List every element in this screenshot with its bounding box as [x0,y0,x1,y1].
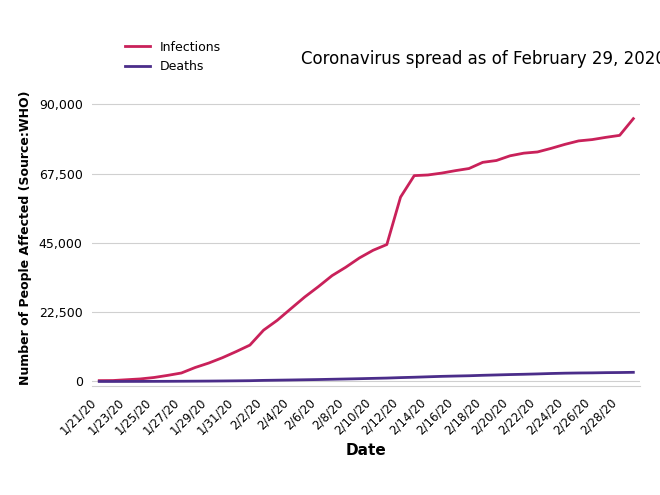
Deaths [533,371,541,377]
Infections [342,264,350,270]
Deaths [438,373,446,379]
Deaths [424,374,432,380]
Infections [465,165,473,171]
Deaths [287,377,295,383]
Deaths [246,378,254,384]
Infections [588,137,596,143]
Deaths [506,372,514,378]
Infections [246,342,254,348]
Infections [547,146,555,151]
Deaths [137,379,145,385]
Deaths [218,378,226,384]
Deaths [95,379,103,385]
Infections [273,317,281,323]
Infections [109,378,117,384]
Text: Coronavirus spread as of February 29, 2020: Coronavirus spread as of February 29, 20… [300,50,660,68]
Infections [630,116,638,122]
Deaths [314,377,322,383]
Line: Infections: Infections [99,119,634,381]
Infections [95,378,103,384]
Line: Deaths: Deaths [99,372,634,382]
Deaths [232,378,240,384]
Infections [575,138,583,144]
Deaths [561,370,569,376]
Deaths [588,370,596,376]
Deaths [205,378,213,384]
Infections [438,170,446,176]
Infections [328,273,336,279]
Deaths [465,373,473,379]
Infections [164,372,172,378]
Infections [561,142,569,148]
Infections [506,153,514,159]
Deaths [630,369,638,375]
Deaths [520,371,528,377]
Infections [520,150,528,156]
Infections [259,327,267,333]
Infections [191,364,199,370]
Deaths [301,377,309,383]
Deaths [575,370,583,376]
Infections [451,168,459,174]
Deaths [547,371,555,377]
Deaths [273,377,281,383]
Infections [287,305,295,311]
Deaths [328,376,336,382]
Deaths [411,374,418,380]
Infections [314,284,322,290]
Infections [218,355,226,361]
Infections [602,134,610,140]
Infections [424,172,432,178]
Deaths [616,370,624,376]
Deaths [109,379,117,385]
Infections [178,370,185,376]
Deaths [356,376,364,382]
Infections [356,255,364,261]
Deaths [369,375,377,381]
Infections [205,360,213,366]
Infections [301,294,309,300]
Deaths [123,379,131,385]
Deaths [397,375,405,381]
X-axis label: Date: Date [346,443,387,458]
Infections [492,157,500,163]
Deaths [451,373,459,379]
Infections [411,173,418,179]
Y-axis label: Number of People Affected (Source:WHO): Number of People Affected (Source:WHO) [19,91,32,385]
Legend: Infections, Deaths: Infections, Deaths [120,36,226,78]
Deaths [478,372,486,378]
Infections [369,248,377,253]
Deaths [178,378,185,384]
Infections [232,348,240,354]
Deaths [342,376,350,382]
Deaths [383,375,391,381]
Deaths [602,370,610,376]
Deaths [492,372,500,378]
Infections [533,149,541,155]
Infections [123,377,131,383]
Deaths [150,378,158,384]
Infections [150,375,158,381]
Infections [616,132,624,138]
Infections [137,376,145,382]
Infections [383,242,391,248]
Infections [478,159,486,165]
Deaths [259,377,267,383]
Deaths [164,378,172,384]
Deaths [191,378,199,384]
Infections [397,194,405,200]
